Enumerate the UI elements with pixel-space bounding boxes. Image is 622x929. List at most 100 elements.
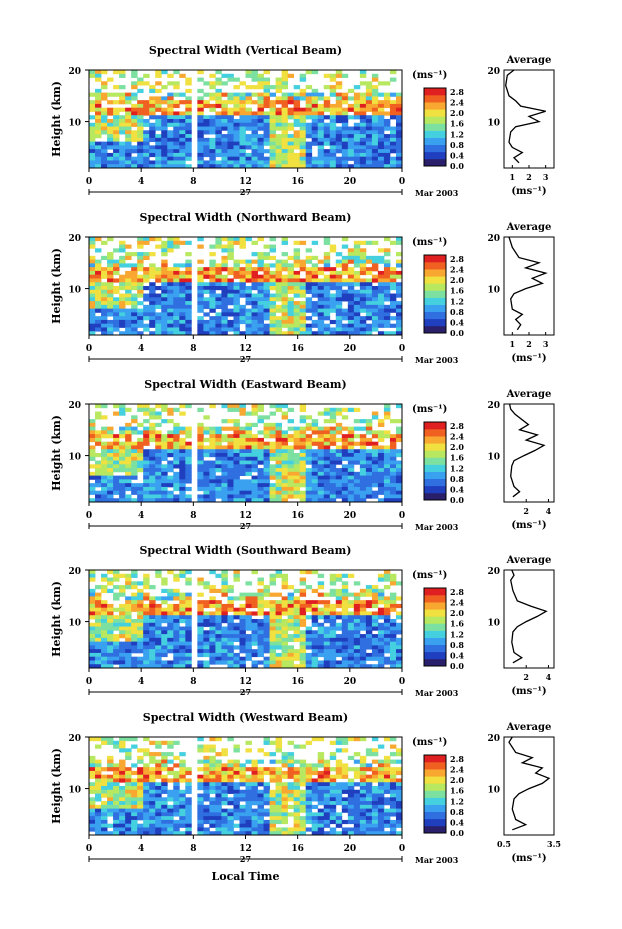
- heatmap-cell: [131, 585, 138, 590]
- heatmap-cell: [197, 782, 204, 787]
- heatmap-cell: [371, 468, 379, 473]
- heatmap-cell: [209, 804, 216, 810]
- heatmap-cell: [263, 622, 270, 627]
- heatmap-cell: [395, 252, 403, 257]
- heatmap-cell: [281, 630, 289, 635]
- heatmap-cell: [359, 81, 367, 86]
- heatmap-cell: [167, 323, 174, 328]
- heatmap-cell: [221, 312, 228, 317]
- heatmap-cell: [377, 115, 385, 120]
- heatmap-cell: [143, 308, 150, 313]
- heatmap-cell: [161, 763, 168, 768]
- average-x-axis-label: (ms⁻¹): [511, 186, 546, 197]
- heatmap-cell: [209, 641, 216, 646]
- heatmap-cell: [305, 130, 313, 135]
- heatmap-cell: [95, 607, 102, 612]
- heatmap-cell: [167, 137, 174, 143]
- heatmap-cell: [251, 763, 258, 768]
- heatmap-cell: [353, 297, 361, 302]
- heatmap-cell: [221, 494, 228, 499]
- heatmap-cell: [209, 660, 216, 665]
- heatmap-cell: [197, 237, 204, 242]
- heatmap-cell: [245, 649, 252, 654]
- heatmap-cell: [299, 107, 307, 112]
- heatmap-cell: [395, 240, 403, 245]
- heatmap-cell: [371, 77, 379, 82]
- heatmap-cell: [359, 293, 367, 298]
- heatmap-cell: [233, 494, 240, 499]
- heatmap-cell: [95, 464, 102, 469]
- heatmap-cell: [371, 103, 379, 109]
- heatmap-cell: [113, 286, 120, 291]
- heatmap-cell: [203, 103, 210, 109]
- heatmap-cell: [227, 475, 234, 480]
- heatmap-cell: [251, 77, 258, 82]
- heatmap-cell: [299, 660, 307, 665]
- heatmap-cell: [137, 592, 144, 597]
- heatmap-cell: [119, 573, 126, 578]
- heatmap-cell: [305, 615, 313, 620]
- heatmap-cell: [239, 490, 246, 495]
- heatmap-cell: [233, 596, 240, 601]
- heatmap-cell: [167, 797, 174, 802]
- heatmap-cell: [125, 637, 132, 643]
- heatmap-cell: [245, 498, 252, 503]
- heatmap-cell: [101, 498, 108, 503]
- heatmap-cell: [107, 319, 114, 325]
- heatmap-cell: [383, 319, 391, 325]
- heatmap-cell: [143, 577, 150, 582]
- heatmap-cell: [101, 85, 108, 90]
- heatmap-cell: [347, 793, 355, 798]
- heatmap-cell: [161, 152, 168, 158]
- heatmap-cell: [275, 483, 283, 488]
- heatmap-cell: [209, 737, 216, 742]
- heatmap-cell: [233, 486, 240, 492]
- heatmap-cell: [329, 498, 337, 503]
- heatmap-cell: [221, 426, 228, 431]
- heatmap-cell: [167, 145, 174, 150]
- heatmap-cell: [335, 301, 343, 306]
- heatmap-cell: [185, 96, 192, 101]
- panel-3: Spectral Width (Eastward Beam)2010Height…: [50, 378, 555, 532]
- heatmap-cell: [251, 164, 258, 169]
- heatmap-cell: [113, 70, 120, 75]
- heatmap-cell: [395, 122, 403, 127]
- heatmap-cell: [293, 600, 301, 605]
- heatmap-cell: [95, 498, 102, 503]
- heatmap-cell: [137, 748, 144, 753]
- heatmap-cell: [293, 134, 301, 139]
- heatmap-cell: [239, 498, 246, 503]
- heatmap-cell: [167, 660, 174, 665]
- heatmap-cell: [329, 415, 337, 420]
- heatmap-cell: [245, 267, 252, 272]
- heatmap-cell: [185, 323, 192, 328]
- heatmap-cell: [299, 793, 307, 798]
- heatmap-cell: [347, 126, 355, 131]
- heatmap-cell: [383, 145, 391, 150]
- heatmap-cell: [293, 471, 301, 477]
- heatmap-cell: [317, 152, 325, 158]
- heatmap-cell: [329, 411, 337, 416]
- heatmap-cell: [347, 486, 355, 492]
- heatmap-cell: [371, 286, 379, 291]
- heatmap-cell: [377, 293, 385, 298]
- heatmap-cell: [365, 656, 373, 661]
- heatmap-cell: [209, 308, 216, 313]
- heatmap-cell: [389, 141, 397, 146]
- heatmap-cell: [89, 490, 96, 495]
- heatmap-cell: [239, 411, 246, 416]
- heatmap-cell: [359, 255, 367, 261]
- heatmap-cell: [239, 92, 246, 97]
- heatmap-cell: [119, 85, 126, 90]
- heatmap-cell: [383, 737, 391, 742]
- heatmap-cell: [257, 475, 264, 480]
- heatmap-cell: [233, 615, 240, 620]
- heatmap-cell: [347, 130, 355, 135]
- heatmap-cell: [263, 767, 270, 772]
- heatmap-cell: [239, 494, 246, 499]
- heatmap-cell: [233, 137, 240, 143]
- heatmap-cell: [257, 748, 264, 753]
- heatmap-cell: [89, 115, 96, 120]
- heatmap-cell: [203, 778, 210, 783]
- heatmap-cell: [89, 782, 96, 787]
